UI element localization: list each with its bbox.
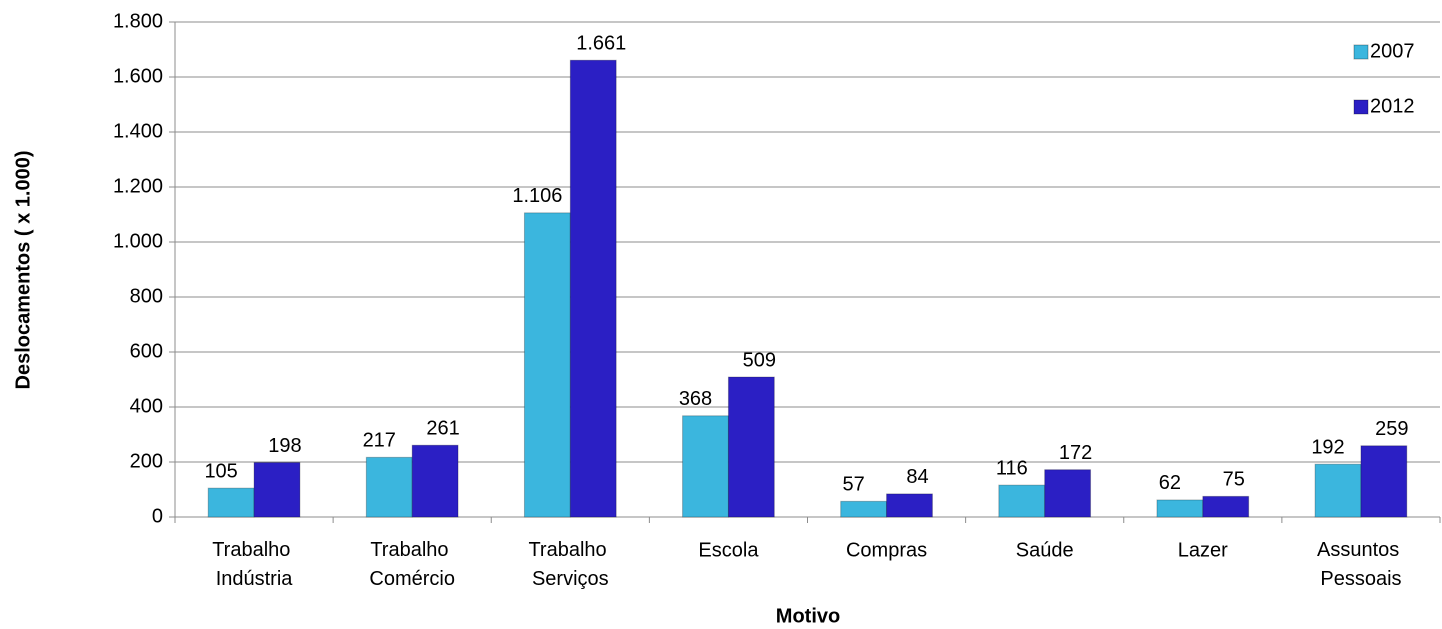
data-label: 105 <box>204 460 237 482</box>
x-tick-label: Trabalho Serviços <box>528 539 612 590</box>
bar <box>1360 445 1408 518</box>
x-tick-label: Trabalho Indústria <box>212 539 296 590</box>
y-tick-label: 600 <box>130 340 163 362</box>
x-tick-label: Assuntos Pessoais <box>1317 539 1405 590</box>
data-label: 172 <box>1059 442 1092 464</box>
bar <box>1044 469 1092 518</box>
bar <box>1202 495 1250 518</box>
bar <box>523 212 571 518</box>
data-label: 217 <box>363 430 396 452</box>
x-tick-label: Trabalho Comércio <box>369 539 455 590</box>
y-tick-label: 800 <box>130 285 163 307</box>
data-label: 509 <box>743 349 776 371</box>
y-axis-title: Deslocamentos ( x 1.000) <box>12 151 34 390</box>
data-label: 57 <box>843 474 865 496</box>
bar <box>727 376 775 518</box>
bar <box>1156 499 1204 518</box>
bar <box>1314 463 1362 518</box>
data-label: 192 <box>1311 436 1344 458</box>
bar <box>411 444 459 518</box>
x-tick-label: Lazer <box>1178 539 1228 561</box>
x-tick-label: Saúde <box>1016 539 1074 561</box>
legend-label: 2007 <box>1370 40 1415 62</box>
data-label: 75 <box>1223 469 1245 491</box>
bar <box>998 484 1046 518</box>
y-tick-label: 200 <box>130 450 163 472</box>
data-label: 368 <box>679 388 712 410</box>
bar <box>207 487 255 518</box>
bar <box>365 456 413 518</box>
legend-label: 2012 <box>1370 95 1415 117</box>
data-label: 198 <box>268 435 301 457</box>
legend-swatch <box>1353 99 1369 115</box>
y-tick-label: 1.800 <box>113 10 163 32</box>
x-tick-label: Compras <box>846 539 927 561</box>
bar <box>840 500 888 518</box>
y-tick-label: 0 <box>152 505 163 527</box>
data-label: 116 <box>996 457 1028 479</box>
y-tick-label: 1.600 <box>113 65 163 87</box>
data-label: 259 <box>1375 418 1408 440</box>
data-label: 84 <box>906 466 928 488</box>
y-tick-label: 1.400 <box>113 120 163 142</box>
data-label: 1.661 <box>576 33 626 55</box>
y-tick-label: 1.000 <box>113 230 163 252</box>
legend-swatch <box>1353 44 1369 60</box>
bar <box>886 493 933 518</box>
x-tick-label: Escola <box>698 539 759 561</box>
y-tick-label: 400 <box>130 395 163 417</box>
data-label: 261 <box>426 418 459 440</box>
bar <box>253 462 301 518</box>
x-axis-title: Motivo <box>776 605 840 627</box>
bar <box>682 415 729 518</box>
data-label: 1.106 <box>512 185 562 207</box>
bar <box>569 59 617 518</box>
data-label: 62 <box>1159 472 1181 494</box>
y-tick-label: 1.200 <box>113 175 163 197</box>
